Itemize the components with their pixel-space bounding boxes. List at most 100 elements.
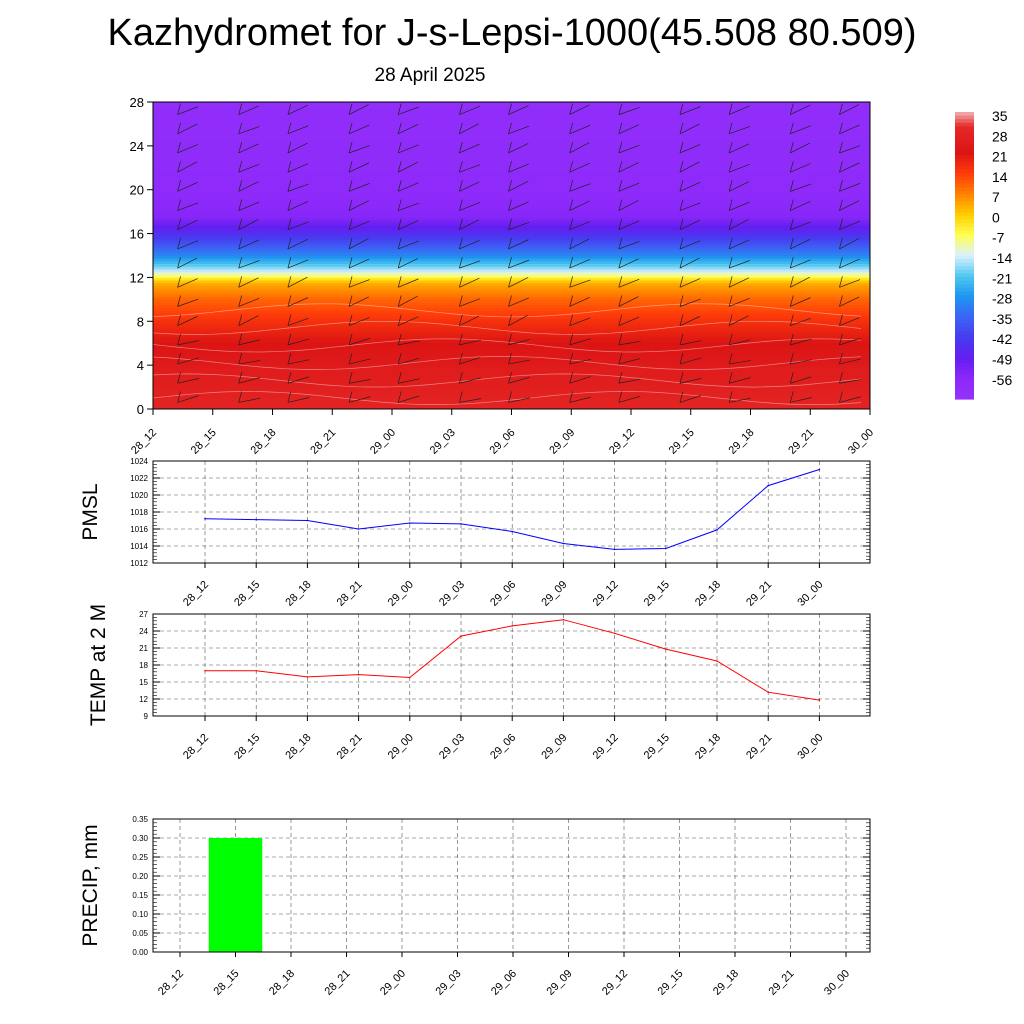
y-tick-label: 9 [144,712,149,721]
wind-barb [238,105,260,115]
colorbar-swatch [955,162,974,167]
y-axis-label: PRECIP, mm [79,824,102,946]
wind-barb [459,398,482,403]
wind-barb-flag [789,276,794,288]
wind-barb [398,240,419,250]
wind-barb-flag [397,180,402,192]
data-point [562,618,565,621]
wind-barb-flag [728,218,733,230]
x-tick-label: 29_21 [744,732,774,762]
wind-barb-flag [789,314,794,326]
wind-barb-flag [569,199,573,211]
wind-barb [569,259,591,269]
heatmap-band [153,189,870,193]
wind-barb-flag [728,391,733,403]
wind-barb-flag [729,84,732,95]
wind-barb [348,238,369,250]
data-point [409,522,411,524]
heatmap-band [153,219,870,223]
wind-barb [459,202,480,211]
wind-barb-flag [397,372,402,384]
heatmap-contour [153,303,862,318]
wind-barb [177,378,200,384]
wind-barb [679,123,700,135]
heatmap-band [153,131,870,136]
wind-barb-flag [618,372,623,384]
wind-barb-flag [287,122,292,134]
wind-barb [618,241,640,250]
heatmap-band [153,271,870,275]
wind-barb [398,258,419,269]
heatmap-band [153,156,870,160]
x-tick-label: 28_15 [189,427,219,457]
wind-barb-flag [287,141,292,154]
wind-barb-flag [839,199,843,211]
x-tick-label: 30_00 [795,732,825,762]
wind-barb [790,201,811,211]
heatmap-band [153,102,870,106]
wind-barb-flag [238,391,243,403]
wind-barb [348,358,371,365]
wind-barb-flag [789,352,794,365]
y-tick-label: 12 [130,270,144,285]
wind-barb-flag [287,161,292,173]
heatmap-field [153,84,870,409]
plot-frame [152,460,871,564]
wind-barb-flag [679,103,684,115]
wind-barb [348,145,370,154]
wind-barb-flag [728,372,733,384]
wind-barb [618,316,640,326]
wind-barb-flag [348,141,353,154]
data-point [716,660,718,662]
wind-barb-flag [348,314,353,326]
colorbar-swatch [955,248,974,253]
colorbar-swatch [955,366,974,371]
wind-barb-flag [789,161,794,173]
wind-barb-flag [349,84,352,95]
colorbar-swatch [955,133,974,138]
wind-barb [508,221,530,231]
wind-barb [618,258,639,269]
wind-barb-flag [288,84,291,95]
wind-barb [679,202,701,211]
heatmap-band [153,348,870,352]
wind-barb [839,258,860,269]
heatmap-band [153,400,870,404]
wind-barb [508,376,530,384]
wind-barb-flag [618,122,623,134]
wind-barb [728,277,750,288]
wind-barb [348,220,370,231]
data-point [255,518,257,521]
x-tick-label: 29_03 [437,732,467,762]
x-tick-label: 29_18 [727,427,757,457]
heatmap-band [153,334,870,339]
wind-barb [790,376,812,384]
colorbar-swatch [955,384,974,389]
wind-barb [398,124,419,135]
x-tick-label: 29_00 [368,427,398,457]
wind-barb [569,200,590,211]
colorbar-swatch [955,198,974,203]
colorbar-swatch [955,126,974,131]
wind-barb [459,377,481,384]
y-tick-label: 1014 [130,542,148,551]
heatmap-band [153,266,870,270]
wind-barb [728,126,750,135]
wind-barb-flag [287,103,292,115]
wind-barb [508,239,529,250]
colorbar-swatch [955,251,974,257]
colorbar-swatch [955,352,974,357]
wind-barb-flag [839,276,843,288]
wind-barb-flag [177,237,181,250]
wind-barb [459,143,480,154]
colorbar-swatch [955,241,974,246]
wind-barb-flag [397,237,402,250]
wind-barb-flag [839,295,843,307]
wind-barb-flag [238,103,243,115]
colorbar-swatch [955,284,974,289]
wind-barb [839,162,860,173]
wind-barb [790,142,811,154]
wind-barb [238,163,260,173]
wind-barb [729,85,749,95]
wind-barb [790,359,812,365]
